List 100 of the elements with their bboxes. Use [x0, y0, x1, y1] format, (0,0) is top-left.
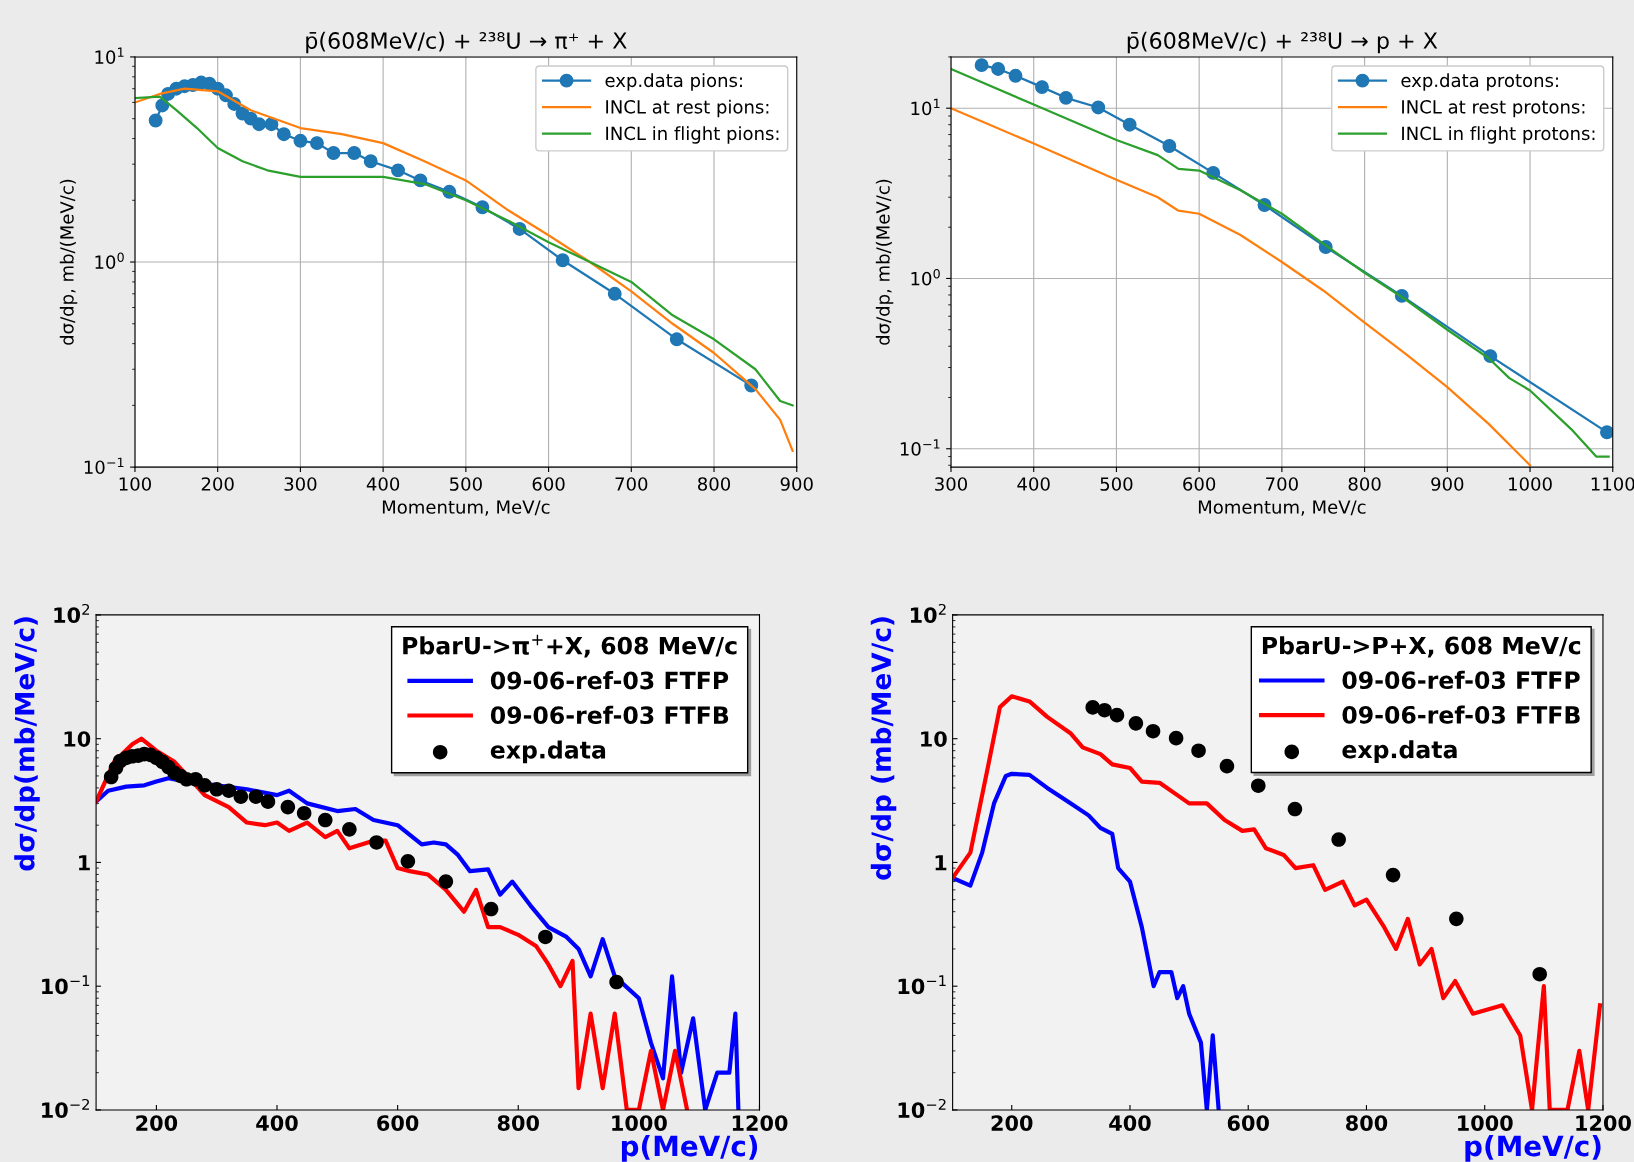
- point: [974, 58, 989, 73]
- point: [1162, 139, 1177, 153]
- legend-label: INCL in flight pions:: [606, 126, 779, 144]
- x-tick-label: 1000: [1509, 477, 1552, 491]
- y-tick-label: 10$^{−2}$: [42, 1098, 89, 1118]
- point: [1085, 700, 1101, 715]
- x-tick-label: 600: [377, 1115, 419, 1131]
- x-axis-title: Momentum, MeV/c: [382, 500, 550, 516]
- point: [197, 778, 212, 793]
- x-tick-label: 500: [1100, 477, 1133, 491]
- x-tick-label: 100: [119, 477, 151, 491]
- y-tick-label: 10$^{2}$: [910, 603, 946, 623]
- y-tick-label: 10$^{0}$: [911, 268, 940, 286]
- point: [1168, 730, 1184, 746]
- point: [293, 133, 308, 148]
- x-tick-label: 400: [366, 477, 400, 491]
- legend-label: 09-06-ref-03 FTFP: [1342, 670, 1580, 690]
- x-tick-label: 200: [991, 1115, 1033, 1131]
- y-axis-title: dσ/dp(mb/MeV/c): [14, 617, 40, 871]
- x-tick-label: 500: [450, 477, 482, 491]
- x-tick-label: 900: [1431, 477, 1464, 491]
- y-tick-label: 1: [79, 855, 90, 871]
- point: [221, 783, 237, 798]
- y-tick-label: 10$^{2}$: [54, 603, 90, 623]
- y-tick-label: 10: [64, 731, 91, 747]
- point: [264, 117, 279, 132]
- x-tick-label: 300: [284, 477, 317, 491]
- line-series: [96, 736, 690, 1110]
- point: [991, 62, 1006, 76]
- point: [252, 117, 266, 132]
- point: [1035, 80, 1049, 95]
- legend-title: PbarU->π$^{+}$+X, 608 MeV/c: [403, 634, 737, 658]
- legend-label: INCL at rest protons:: [1402, 100, 1585, 118]
- point: [260, 794, 276, 809]
- legend-label: exp.data: [1342, 740, 1457, 763]
- x-tick-label: 400: [1109, 1115, 1151, 1131]
- point: [391, 163, 405, 178]
- point: [1449, 911, 1464, 927]
- x-tick-label: 1000: [1458, 1115, 1513, 1131]
- y-tick-label: 10$^{−1}$: [84, 457, 124, 475]
- x-tick-label: 400: [1017, 477, 1050, 491]
- point: [363, 154, 378, 169]
- point: [347, 146, 362, 160]
- point: [369, 835, 384, 850]
- legend-label: exp.data: [490, 740, 606, 764]
- y-tick-label: 10$^{−1}$: [898, 975, 946, 995]
- x-tick-label: 1100: [1591, 477, 1634, 491]
- point: [1145, 723, 1161, 739]
- x-tick-label: 600: [1227, 1115, 1269, 1131]
- chart-title: p̄(608MeV/c) + ²³⁸U → π⁺ + X: [306, 31, 627, 54]
- point: [1219, 758, 1235, 774]
- point: [233, 789, 249, 804]
- point: [1008, 68, 1023, 83]
- x-axis-title: p(MeV/c): [1465, 1135, 1601, 1162]
- chart-title: p̄(608MeV/c) + ²³⁸U → p + X: [1127, 31, 1438, 54]
- point: [1385, 867, 1401, 883]
- x-tick-label: 700: [1266, 477, 1298, 491]
- x-axis-title: p(MeV/c): [621, 1135, 758, 1162]
- y-axis-title: dσ/dp (mb/MeV/c): [870, 617, 897, 880]
- y-tick-label: 1: [935, 855, 947, 871]
- y-tick-label: 10$^{−1}$: [900, 439, 940, 456]
- legend-label: exp.data protons:: [1401, 73, 1558, 91]
- point: [1191, 743, 1206, 758]
- point: [296, 805, 312, 821]
- point: [342, 822, 357, 837]
- x-tick-label: 800: [497, 1115, 539, 1131]
- x-tick-label: 800: [1348, 477, 1381, 491]
- x-tick-label: 1000: [612, 1115, 667, 1131]
- point: [400, 854, 416, 869]
- y-tick-label: 10$^{1}$: [95, 47, 124, 64]
- x-tick-label: 800: [698, 477, 731, 491]
- y-tick-label: 10$^{−1}$: [42, 975, 90, 995]
- x-tick-label: 300: [935, 477, 968, 491]
- y-axis-title: dσ/dp, mb/(MeV/c): [875, 179, 894, 345]
- point: [1600, 425, 1613, 440]
- point: [1287, 801, 1303, 817]
- y-axis-title: dσ/dp, mb/(MeV/c): [59, 179, 78, 345]
- point: [276, 127, 291, 142]
- point: [326, 146, 341, 160]
- x-axis-title: Momentum, MeV/c: [1198, 500, 1366, 516]
- legend-label: 09-06-ref-03 FTFP: [490, 671, 729, 690]
- point: [1250, 778, 1266, 793]
- point: [248, 789, 264, 804]
- point: [209, 782, 224, 797]
- point: [280, 799, 296, 815]
- x-tick-label: 1200: [732, 1115, 788, 1131]
- point: [317, 812, 333, 828]
- point: [1091, 100, 1106, 115]
- x-tick-label: 700: [615, 477, 648, 491]
- y-tick-label: 10$^{0}$: [95, 252, 124, 270]
- legend-title: PbarU->P+X, 608 MeV/c: [1262, 636, 1581, 658]
- legend-label: INCL at rest pions:: [606, 99, 769, 118]
- x-tick-label: 600: [532, 477, 565, 491]
- line-series: [952, 771, 1221, 1110]
- point: [555, 253, 570, 268]
- point: [609, 974, 624, 990]
- point: [148, 113, 163, 128]
- x-tick-label: 600: [1183, 477, 1216, 491]
- point: [1097, 702, 1112, 718]
- point: [1532, 966, 1547, 982]
